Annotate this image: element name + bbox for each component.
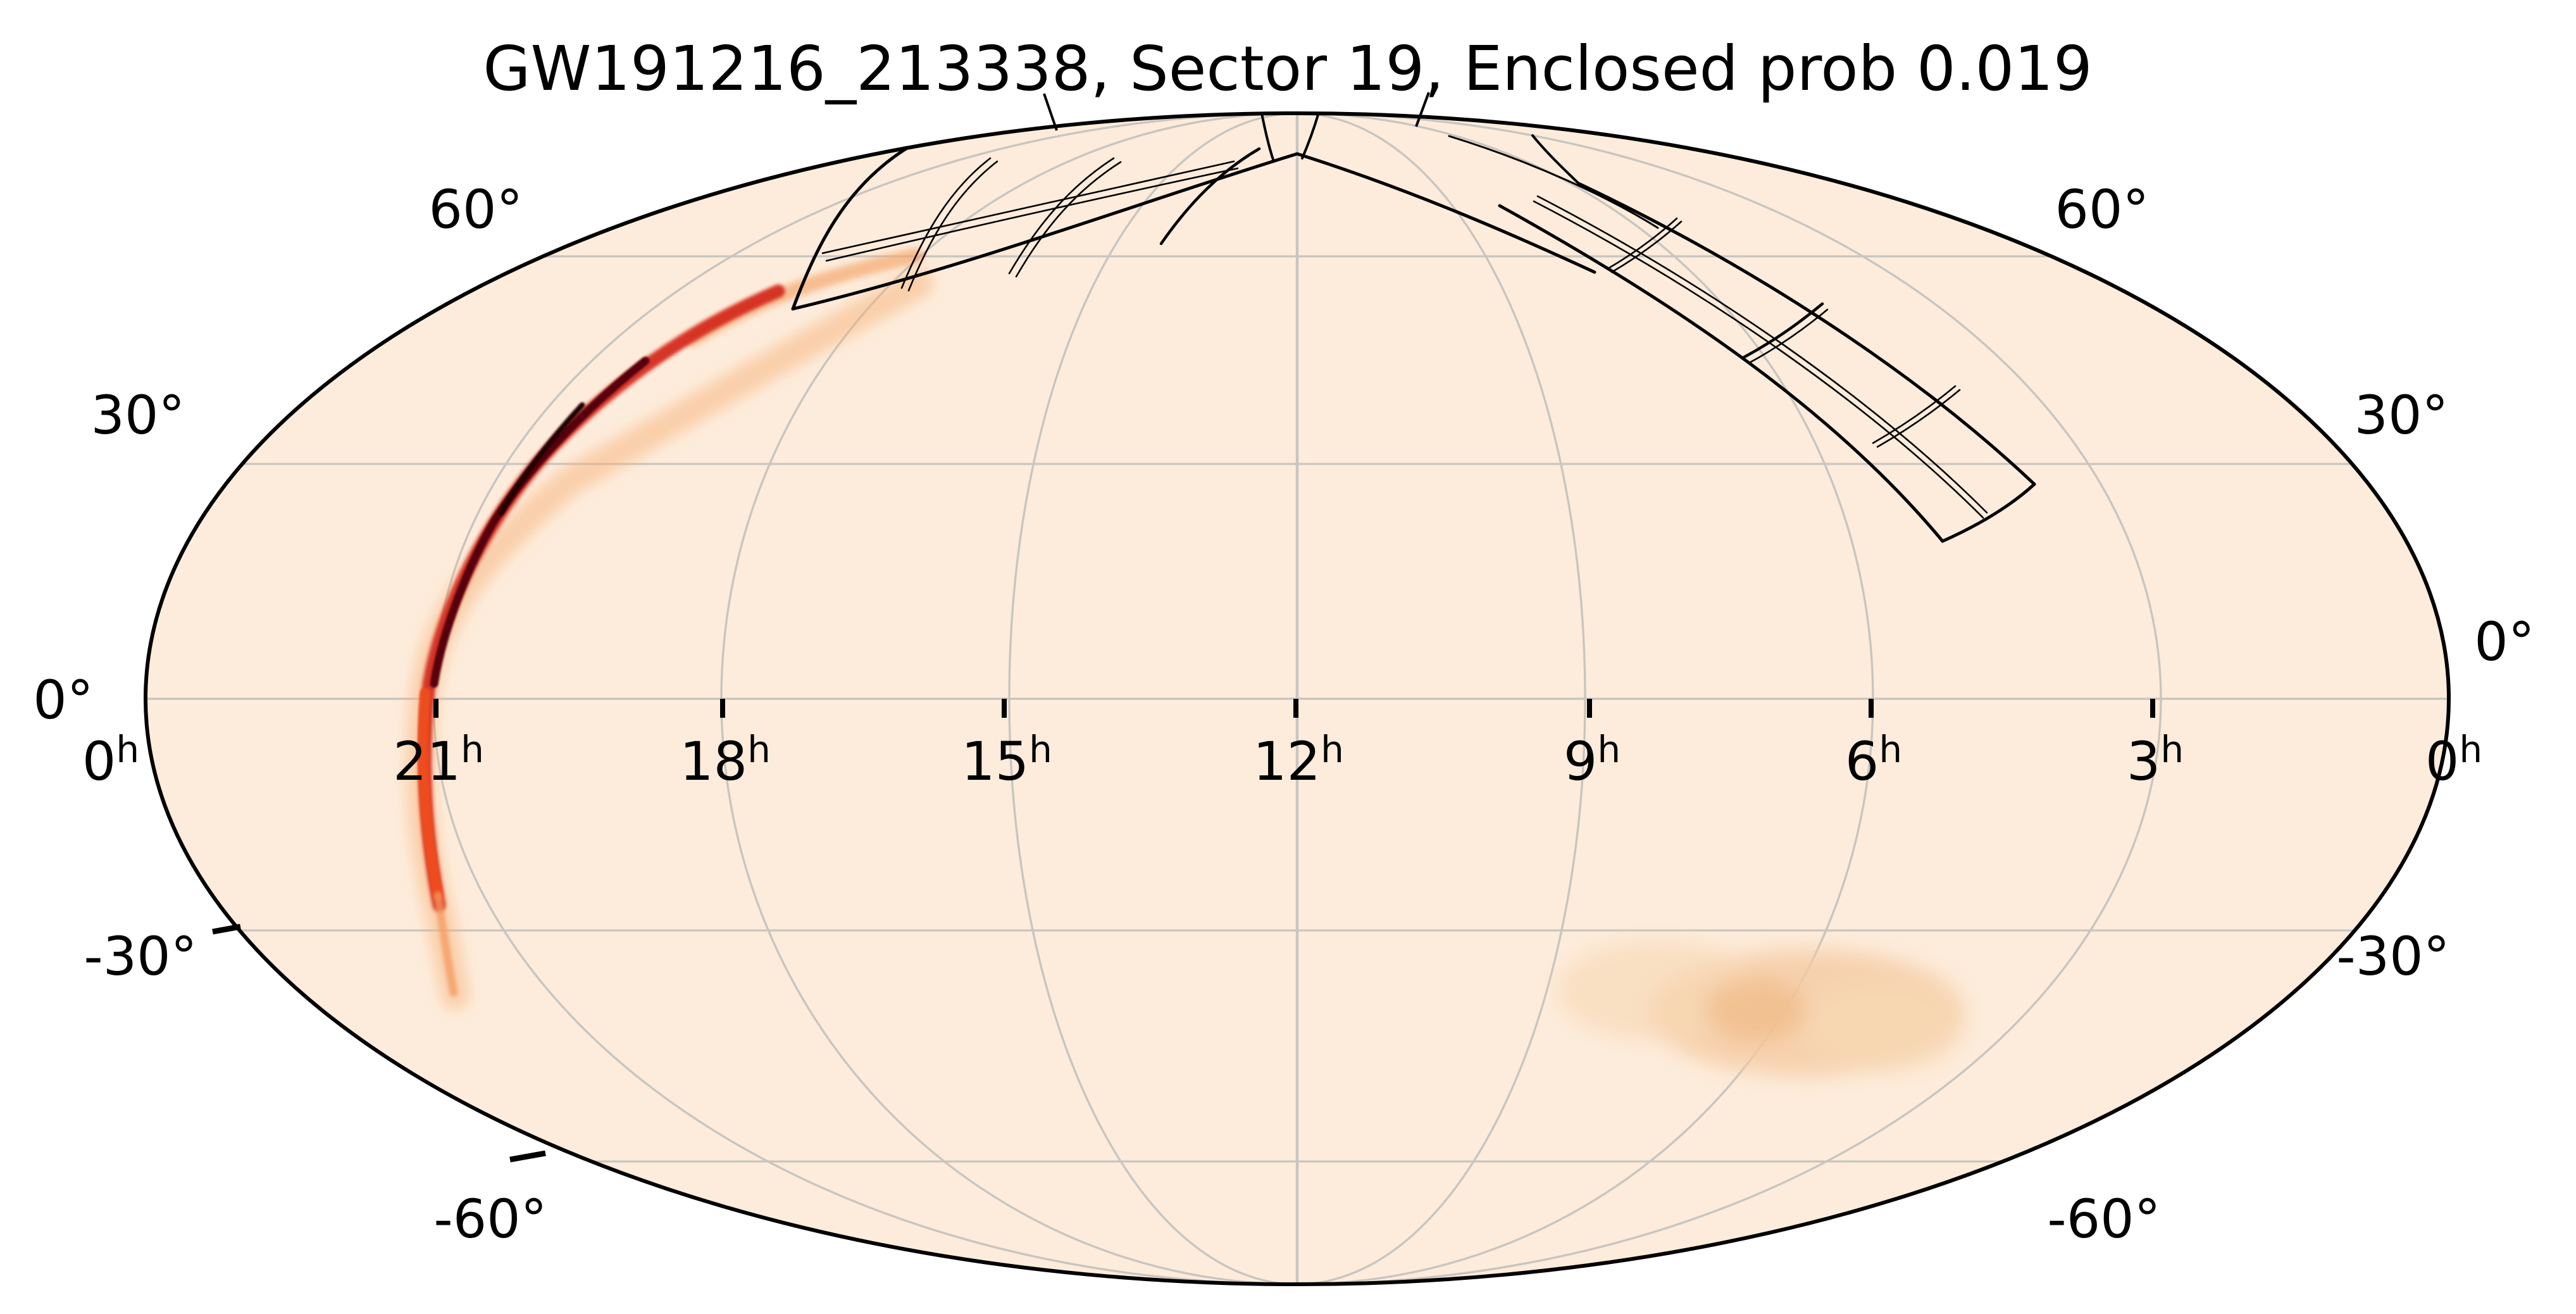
meridian-9h-15h <box>1008 113 1586 1284</box>
footprint-right-ne-edge <box>1577 182 2036 486</box>
footprint-stubs <box>1043 92 1430 131</box>
ra-label-21h: 21h <box>393 728 484 792</box>
footprint-stub-left <box>1043 93 1058 131</box>
ra-label-15h-value: 15 <box>961 730 1029 792</box>
footprint-left-cross-gap-1a <box>900 157 992 289</box>
footprint-polar-arc <box>791 152 1596 311</box>
footprint-left-cross-gap-2b <box>1015 161 1122 278</box>
ra-label-12h-value: 12 <box>1253 730 1321 792</box>
dec-label-30s-right: -30° <box>2336 925 2449 987</box>
dec-label-60s-right: -60° <box>2047 1188 2160 1250</box>
arc-dark-core <box>430 356 650 688</box>
footprint-left-long-gap-a <box>821 160 1235 254</box>
arc-darkest-segment <box>498 402 585 516</box>
ra-label-21h-value: 21 <box>393 730 461 792</box>
primary-crescent-arc <box>406 248 933 1010</box>
dec-label-60n-right: 60° <box>2055 178 2150 241</box>
tick-minus60-left <box>509 1150 546 1163</box>
footprint-right-boundary-line <box>1448 135 1659 229</box>
blob-peak <box>1705 978 1807 1041</box>
ra-label-15h: 15h <box>961 728 1052 792</box>
footprint-right-long-gap-b <box>1533 200 1984 519</box>
ra-label-15h-unit: h <box>1029 728 1052 771</box>
sky-ellipse-outline <box>144 111 2451 1286</box>
footprint-left-camera-divider <box>1159 147 1261 246</box>
footprint-left-west-edge <box>791 146 910 311</box>
ra-label-9h: 9h <box>1564 728 1621 792</box>
dec-label-60n-left: 60° <box>429 178 523 241</box>
ra-label-18h-unit: h <box>747 728 771 771</box>
footprint-left-long-gap-b <box>825 167 1239 262</box>
ra-label-6h: 6h <box>1845 728 1902 792</box>
footprint-stub-right <box>1415 92 1430 127</box>
footprint-left-cross-gap-2a <box>1008 157 1115 275</box>
ra-label-0h-right: 0h <box>2425 728 2482 792</box>
dec-label-60s-left: -60° <box>433 1188 547 1250</box>
footprint-left-strip <box>791 146 1261 311</box>
ra-label-0h-left-value: 0 <box>82 730 116 792</box>
dec-label-0-left: 0° <box>33 669 93 731</box>
footprint-right-sw-edge <box>1498 204 1944 543</box>
footprint-right-top-connector <box>1531 134 1580 185</box>
footprint-right-cross-gap-1a <box>1606 217 1678 270</box>
dec-label-0-right: 0° <box>2474 611 2534 673</box>
ra-labels: 0h 21h 18h 15h 12h 9h 6h 3h 0h <box>82 728 2482 792</box>
ra-label-21h-unit: h <box>461 728 484 771</box>
ra-label-9h-unit: h <box>1597 728 1621 771</box>
ra-label-0h-right-unit: h <box>2459 728 2482 771</box>
ra-label-0h-left-unit: h <box>116 728 139 771</box>
dec-tick-marks <box>212 923 546 1163</box>
ra-label-12h: 12h <box>1253 728 1344 792</box>
ra-label-3h: 3h <box>2127 728 2184 792</box>
ra-label-6h-value: 6 <box>1845 730 1879 792</box>
ra-label-3h-unit: h <box>2160 728 2184 771</box>
footprint-right-strip <box>1448 134 2036 543</box>
arc-bright-equator <box>418 687 444 901</box>
dec-label-30n-left: 30° <box>91 384 185 446</box>
footprint-pole-notch-left <box>1257 113 1274 161</box>
dec-labels-right: 60° 30° 0° -30° -60° <box>2047 178 2534 1250</box>
ra-tick-marks <box>433 699 2155 718</box>
figure-title: GW191216_213338, Sector 19, Enclosed pro… <box>483 33 2092 104</box>
secondary-blob <box>1557 940 1965 1076</box>
footprint-pole-notch-right <box>1301 113 1325 160</box>
arc-lower-tail <box>433 891 458 997</box>
footprint-right-cross-gap-3a <box>1872 385 1957 444</box>
footprint-right-bottom-edge <box>1941 482 2036 543</box>
ra-label-18h: 18h <box>680 728 771 792</box>
ra-label-18h-value: 18 <box>680 730 747 792</box>
ra-label-6h-unit: h <box>1879 728 1902 771</box>
tick-minus30-left <box>212 923 241 935</box>
ra-label-3h-value: 3 <box>2127 730 2160 792</box>
footprint-right-long-gap-a <box>1536 195 1988 514</box>
dec-labels-left: 60° 30° 0° -30° -60° <box>33 178 547 1250</box>
footprint-right-camera-divider-b <box>1747 308 1829 365</box>
probability-heatmap <box>406 248 1965 1076</box>
tess-footprint <box>791 113 2036 543</box>
footprint-right-cross-gap-1b <box>1610 220 1683 273</box>
ra-label-0h-left: 0h <box>82 728 139 792</box>
footprint-left-cross-gap-1b <box>907 160 999 292</box>
ra-label-9h-value: 9 <box>1564 730 1597 792</box>
ra-label-12h-unit: h <box>1321 728 1344 771</box>
footprint-right-cross-gap-3b <box>1876 389 1961 448</box>
blob-east-lobe <box>1800 978 1965 1073</box>
dec-label-30s-left: -30° <box>84 925 197 987</box>
dec-label-30n-right: 30° <box>2355 384 2449 446</box>
footprint-right-camera-divider <box>1741 302 1824 360</box>
ra-label-0h-right-value: 0 <box>2425 730 2459 792</box>
